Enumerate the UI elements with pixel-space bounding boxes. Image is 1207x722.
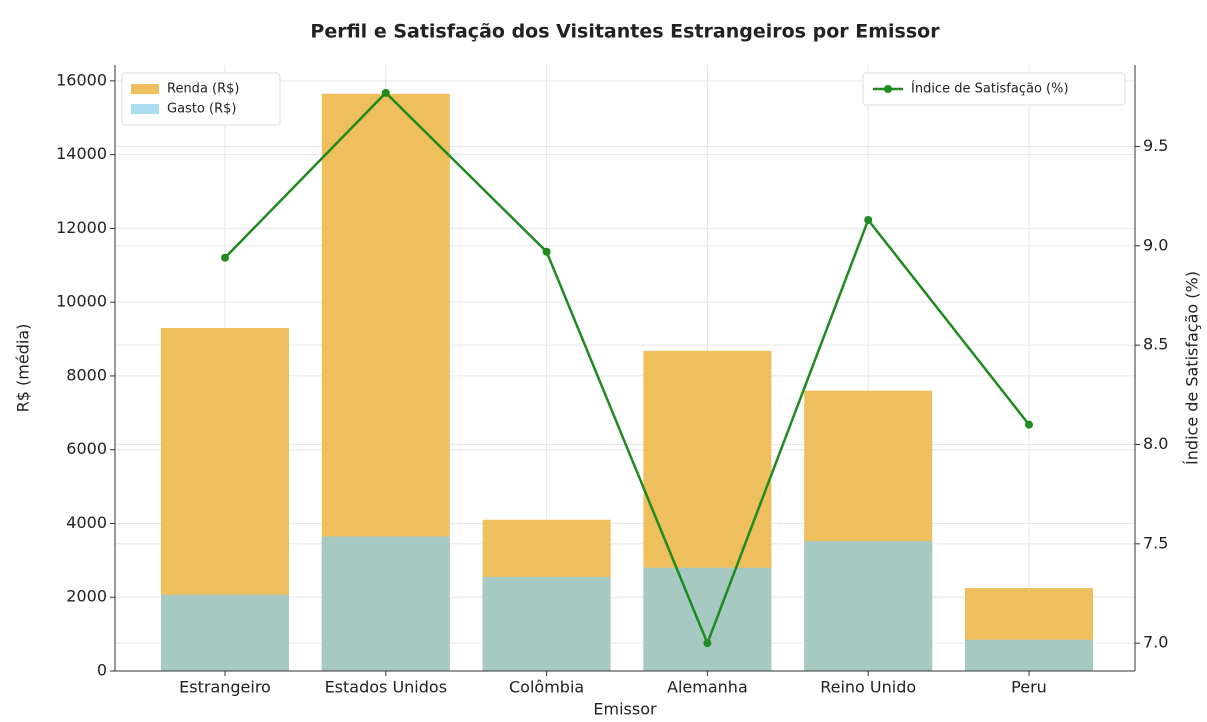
- y-tick-label: 4000: [66, 513, 107, 532]
- bar: [482, 576, 611, 671]
- bar: [643, 567, 772, 671]
- x-tick-label: Colômbia: [509, 678, 584, 697]
- x-axis-label: Emissor: [593, 700, 657, 719]
- y-tick-label: 10000: [56, 292, 107, 311]
- marker: [864, 215, 873, 224]
- y-tick-label: 0: [97, 661, 107, 680]
- line: [224, 91, 1030, 647]
- y2-tick-label: 7.0: [1143, 633, 1168, 652]
- marker: [1025, 420, 1033, 429]
- chart-title: Perfil e Satisfação dos Visitantes Estra…: [310, 21, 940, 43]
- marker: [381, 88, 390, 97]
- legend-swatch: [884, 85, 892, 93]
- y-tick-label: 14000: [56, 144, 107, 163]
- bar: [804, 541, 933, 671]
- bar: [965, 639, 1093, 671]
- y-tick-label: 16000: [56, 70, 107, 89]
- marker: [542, 247, 551, 256]
- legend-box: [121, 72, 281, 126]
- y-tick-label: 8000: [66, 365, 107, 384]
- legend-swatch: [131, 104, 159, 114]
- y-axis-label: R$ (média): [14, 324, 33, 413]
- legend-label: Índice de Satisfação (%): [911, 81, 1069, 97]
- legend: Renda (R$) Gasto (R$): [121, 72, 281, 126]
- y2-axis-label: Índice de Satisfação (%): [1183, 271, 1202, 465]
- x-tick-label: Alemanha: [667, 678, 748, 697]
- legend-box: [862, 72, 1126, 106]
- legend-label: Gasto (R$): [167, 102, 236, 117]
- y-tick-label: 6000: [66, 439, 107, 458]
- bar: [321, 536, 450, 671]
- y2-tick-label: 9.0: [1143, 235, 1168, 254]
- x-tick-label: Reino Unido: [820, 678, 916, 697]
- y2-tick-label: 8.5: [1143, 335, 1168, 354]
- legend-label: Renda (R$): [167, 82, 239, 97]
- legend-swatch: [131, 84, 159, 94]
- marker: [221, 253, 229, 262]
- bar: [161, 594, 289, 671]
- y-tick-label: 12000: [56, 218, 107, 237]
- marker: [703, 639, 712, 648]
- y2-tick-label: 7.5: [1143, 533, 1168, 552]
- x-tick-label: Estrangeiro: [179, 678, 271, 697]
- y-tick-label: 2000: [66, 587, 107, 606]
- y2-tick-label: 9.5: [1143, 136, 1168, 155]
- x-tick-label: Estados Unidos: [325, 678, 447, 697]
- y2-tick-label: 8.0: [1143, 434, 1168, 453]
- legend: Índice de Satisfação (%): [862, 72, 1126, 106]
- x-tick-label: Peru: [1011, 678, 1047, 697]
